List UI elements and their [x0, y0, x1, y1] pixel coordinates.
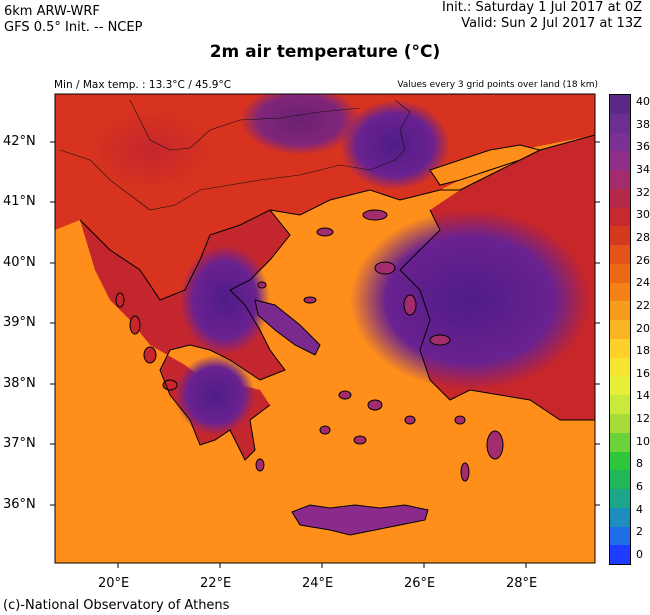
- minmax-label: Min / Max temp. : 13.3°C / 45.9°C: [54, 79, 232, 91]
- colorbar-tick-label: 4: [636, 502, 643, 516]
- colorbar-tick-label: 38: [636, 117, 650, 131]
- colorbar-swatch: [610, 207, 630, 227]
- colorbar-tick-label: 18: [636, 344, 650, 358]
- colorbar-tick-label: 30: [636, 208, 650, 222]
- colorbar-swatch: [610, 95, 630, 114]
- colorbar-swatch: [610, 414, 630, 433]
- colorbar-swatch: [610, 526, 630, 546]
- lat-label-39: 39°N: [3, 315, 36, 330]
- lat-label-36: 36°N: [3, 497, 36, 512]
- colorbar-tick-label: 0: [636, 548, 643, 561]
- colorbar-swatch: [610, 489, 630, 508]
- lon-label-22: 22°E: [200, 576, 232, 591]
- colorbar-tick-label: 8: [636, 457, 643, 471]
- colorbar-swatch: [610, 151, 630, 171]
- colorbar-tick-label: 20: [636, 321, 650, 335]
- temperature-colorbar: [609, 94, 631, 565]
- lon-label-24: 24°E: [302, 576, 334, 591]
- credit-label: (c)-National Observatory of Athens: [3, 598, 230, 613]
- init-time-label: Init.: Saturday 1 Jul 2017 at 0Z: [442, 0, 642, 15]
- colorbar-swatch: [610, 451, 630, 471]
- colorbar-swatch: [610, 357, 630, 377]
- colorbar-tick-label: 26: [636, 253, 650, 267]
- colorbar-swatch: [610, 113, 630, 133]
- colorbar-tick-label: 10: [636, 434, 650, 448]
- model-name-label: 6km ARW-WRF: [4, 4, 100, 19]
- colorbar-tick-label: 34: [636, 162, 650, 176]
- lon-label-28: 28°E: [506, 576, 538, 591]
- evia-island: [254, 299, 321, 356]
- lon-label-26: 26°E: [404, 576, 436, 591]
- model-init-source-label: GFS 0.5° Init. -- NCEP: [4, 20, 143, 35]
- colorbar-swatch: [610, 507, 630, 527]
- colorbar-tick-labels: 40 38 36 34 32 30 28 26 24 22 20 18 16 14 12 10 8 6 4 2 0: [634, 94, 650, 563]
- lon-label-20: 20°E: [98, 576, 130, 591]
- lat-label-42: 42°N: [3, 134, 36, 149]
- colorbar-tick-label: 6: [636, 480, 643, 494]
- colorbar-swatch: [610, 301, 630, 321]
- colorbar-swatch: [610, 132, 630, 152]
- colorbar-tick-label: 40: [636, 95, 650, 108]
- colorbar-swatch: [610, 188, 630, 208]
- marmara-sea: [429, 144, 542, 186]
- crete-island: [291, 504, 429, 536]
- colorbar-tick-label: 2: [636, 525, 643, 539]
- colorbar-swatch: [610, 338, 630, 358]
- colorbar-swatch: [610, 376, 630, 396]
- colorbar-tick-label: 16: [636, 366, 650, 380]
- colorbar-swatch: [610, 470, 630, 490]
- colorbar-swatch: [610, 263, 630, 283]
- colorbar-swatch: [610, 432, 630, 452]
- colorbar-tick-label: 36: [636, 140, 650, 154]
- colorbar-swatch: [610, 395, 630, 415]
- colorbar-swatch: [610, 545, 630, 565]
- colorbar-tick-label: 32: [636, 185, 650, 199]
- colorbar-tick-label: 22: [636, 298, 650, 312]
- colorbar-tick-label: 28: [636, 230, 650, 244]
- colorbar-tick-label: 12: [636, 412, 650, 426]
- colorbar-tick-label: 24: [636, 276, 650, 290]
- aegean-islands: [255, 209, 504, 482]
- map-title: 2m air temperature (°C): [209, 42, 441, 62]
- colorbar-swatch: [610, 320, 630, 339]
- colorbar-swatch: [610, 245, 630, 264]
- values-note-label: Values every 3 grid points over land (18…: [397, 80, 598, 90]
- valid-time-label: Valid: Sun 2 Jul 2017 at 13Z: [461, 16, 642, 31]
- lat-label-40: 40°N: [3, 255, 36, 270]
- colorbar-tick-label: 14: [636, 389, 650, 403]
- colorbar-swatch: [610, 226, 630, 246]
- colorbar-swatch: [610, 282, 630, 302]
- lat-label-38: 38°N: [3, 376, 36, 391]
- lat-label-37: 37°N: [3, 436, 36, 451]
- colorbar-swatch: [610, 170, 630, 189]
- lat-label-41: 41°N: [3, 194, 36, 209]
